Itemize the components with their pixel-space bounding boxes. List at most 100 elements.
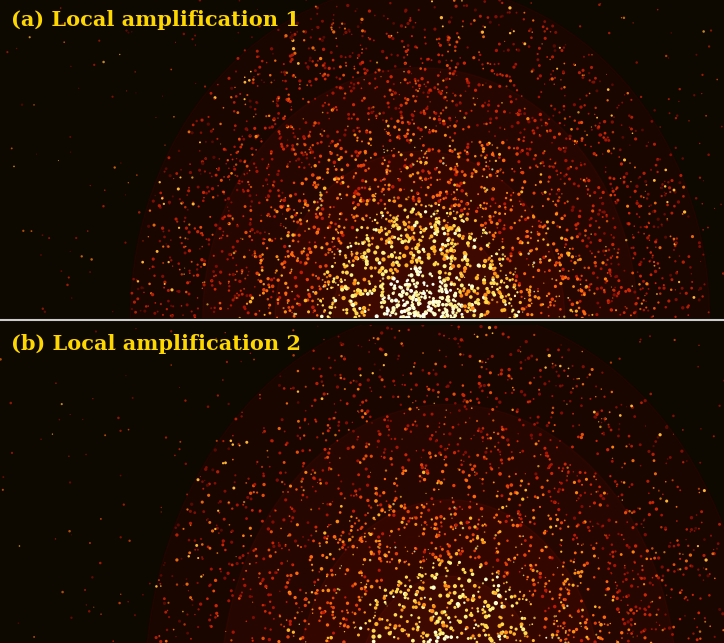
- Point: [476, 182, 487, 192]
- Point: [544, 125, 556, 136]
- Point: [276, 67, 287, 77]
- Point: [495, 260, 507, 271]
- Point: [263, 280, 274, 290]
- Point: [563, 163, 574, 174]
- Point: [473, 514, 484, 525]
- Point: [535, 169, 547, 179]
- Point: [649, 139, 660, 149]
- Point: [382, 161, 394, 171]
- Point: [546, 185, 557, 195]
- Point: [429, 484, 440, 494]
- Point: [517, 168, 529, 178]
- Point: [607, 80, 618, 90]
- Point: [282, 246, 294, 257]
- Point: [623, 111, 635, 121]
- Point: [494, 39, 505, 50]
- Point: [462, 155, 473, 165]
- Point: [627, 626, 639, 637]
- Point: [326, 565, 337, 575]
- Point: [407, 194, 418, 204]
- Point: [400, 98, 412, 108]
- Point: [563, 637, 574, 643]
- Point: [387, 392, 399, 402]
- Point: [366, 386, 377, 396]
- Point: [245, 349, 256, 359]
- Point: [457, 21, 468, 32]
- Point: [155, 299, 167, 309]
- Point: [466, 565, 477, 575]
- Point: [698, 176, 710, 186]
- Point: [340, 52, 351, 62]
- Point: [539, 541, 551, 552]
- Point: [364, 542, 376, 552]
- Point: [453, 225, 465, 235]
- Point: [525, 246, 536, 256]
- Point: [272, 294, 284, 305]
- Point: [547, 359, 558, 369]
- Point: [424, 448, 436, 458]
- Point: [382, 145, 393, 156]
- Point: [610, 184, 622, 194]
- Point: [524, 163, 536, 173]
- Point: [361, 451, 372, 461]
- Point: [511, 488, 523, 498]
- Point: [437, 75, 449, 86]
- Point: [214, 496, 226, 507]
- Point: [363, 439, 375, 449]
- Point: [233, 290, 245, 300]
- Point: [289, 613, 300, 623]
- Point: [650, 624, 662, 635]
- Point: [487, 277, 499, 287]
- Point: [311, 585, 323, 595]
- Point: [311, 22, 322, 32]
- Point: [273, 255, 285, 265]
- Point: [436, 284, 447, 294]
- Point: [537, 201, 549, 211]
- Point: [390, 434, 401, 444]
- Point: [226, 527, 237, 537]
- Point: [228, 483, 240, 493]
- Point: [567, 307, 578, 317]
- Point: [385, 627, 397, 637]
- Point: [264, 111, 275, 121]
- Point: [410, 78, 421, 89]
- Point: [218, 187, 230, 197]
- Point: [494, 447, 505, 457]
- Point: [475, 381, 487, 391]
- Point: [642, 233, 654, 243]
- Point: [673, 565, 684, 575]
- Point: [277, 259, 288, 269]
- Point: [154, 177, 166, 187]
- Point: [387, 196, 398, 206]
- Point: [421, 104, 432, 114]
- Point: [518, 136, 529, 146]
- Point: [468, 594, 480, 604]
- Point: [154, 236, 166, 246]
- Point: [489, 638, 500, 643]
- Point: [498, 46, 510, 57]
- Point: [650, 160, 662, 170]
- Point: [276, 195, 287, 205]
- Point: [516, 613, 528, 624]
- Point: [226, 635, 237, 643]
- Point: [539, 146, 550, 156]
- Point: [410, 597, 421, 608]
- Point: [573, 520, 584, 530]
- Point: [430, 198, 442, 208]
- Point: [557, 272, 568, 282]
- Point: [561, 399, 573, 410]
- Point: [245, 584, 256, 594]
- Point: [513, 594, 525, 604]
- Point: [408, 22, 419, 32]
- Point: [400, 260, 412, 271]
- Point: [178, 29, 190, 39]
- Point: [418, 410, 430, 420]
- Point: [656, 510, 668, 520]
- Point: [616, 628, 628, 638]
- Point: [477, 21, 489, 32]
- Point: [354, 484, 366, 494]
- Point: [638, 522, 649, 532]
- Point: [480, 630, 492, 640]
- Point: [292, 397, 304, 408]
- Point: [329, 249, 340, 259]
